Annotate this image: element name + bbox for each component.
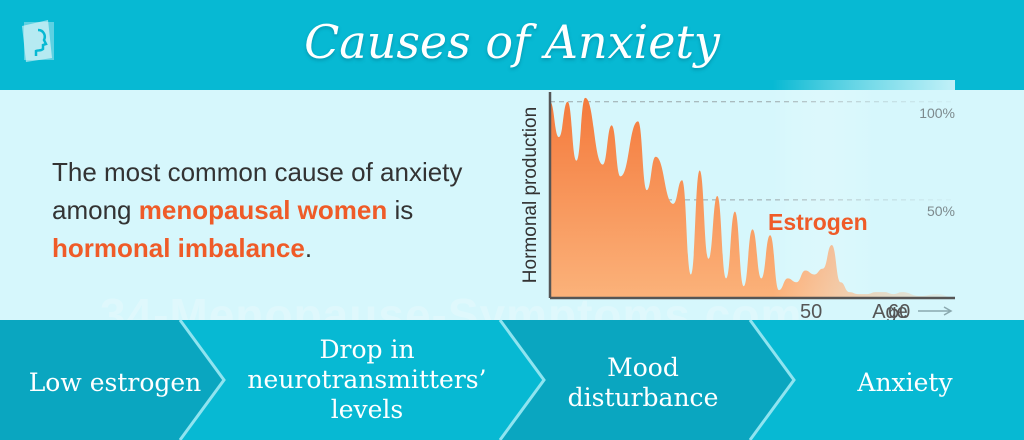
flow-step-4-shape [750, 320, 1024, 440]
lead-text: The most common cause of anxiety among m… [52, 153, 492, 267]
chevron-3 [748, 320, 796, 440]
arrow-icon [918, 306, 953, 316]
flow-step-low-estrogen: Low estrogen [28, 368, 202, 397]
header-banner: Causes of Anxiety [0, 0, 1024, 90]
y-tick-label: 100% [919, 105, 955, 121]
flow-step-1-shape [0, 320, 224, 440]
y-tick-label: 50% [927, 203, 955, 219]
logo-icon [22, 20, 54, 62]
flow-step-3-shape [500, 320, 794, 440]
flow-step-mood-disturbance: Mood disturbance [567, 353, 719, 412]
flow-step-neurotransmitters: Drop in neurotransmitters’ levels [247, 335, 487, 424]
chevron-2 [498, 320, 546, 440]
flow-step-anxiety: Anxiety [857, 368, 953, 397]
flow-steps [0, 320, 1024, 440]
page-title: Causes of Anxiety [304, 15, 720, 69]
lead-text-part1: The most common cause of anxiety among [52, 157, 463, 225]
x-tick-label: 60 [888, 301, 910, 320]
lead-text-part3: . [304, 233, 313, 263]
flow-step-2-shape [180, 320, 544, 440]
chevron-1 [178, 320, 226, 440]
y-axis-label: Hormonal production [520, 107, 541, 283]
x-tick-label: 50 [800, 301, 822, 320]
lead-text-part2: is [387, 195, 414, 225]
lead-highlight-menopausal-women: menopausal women [138, 195, 388, 225]
area-fade [550, 80, 955, 298]
lead-highlight-hormonal-imbalance: hormonal imbalance [52, 233, 305, 263]
estrogen-chart: 100% 50% 50 60 Hormonal production Age Estr… [520, 80, 955, 320]
x-axis-label: Age [872, 301, 908, 320]
series-label-estrogen: Estrogen [768, 209, 868, 235]
